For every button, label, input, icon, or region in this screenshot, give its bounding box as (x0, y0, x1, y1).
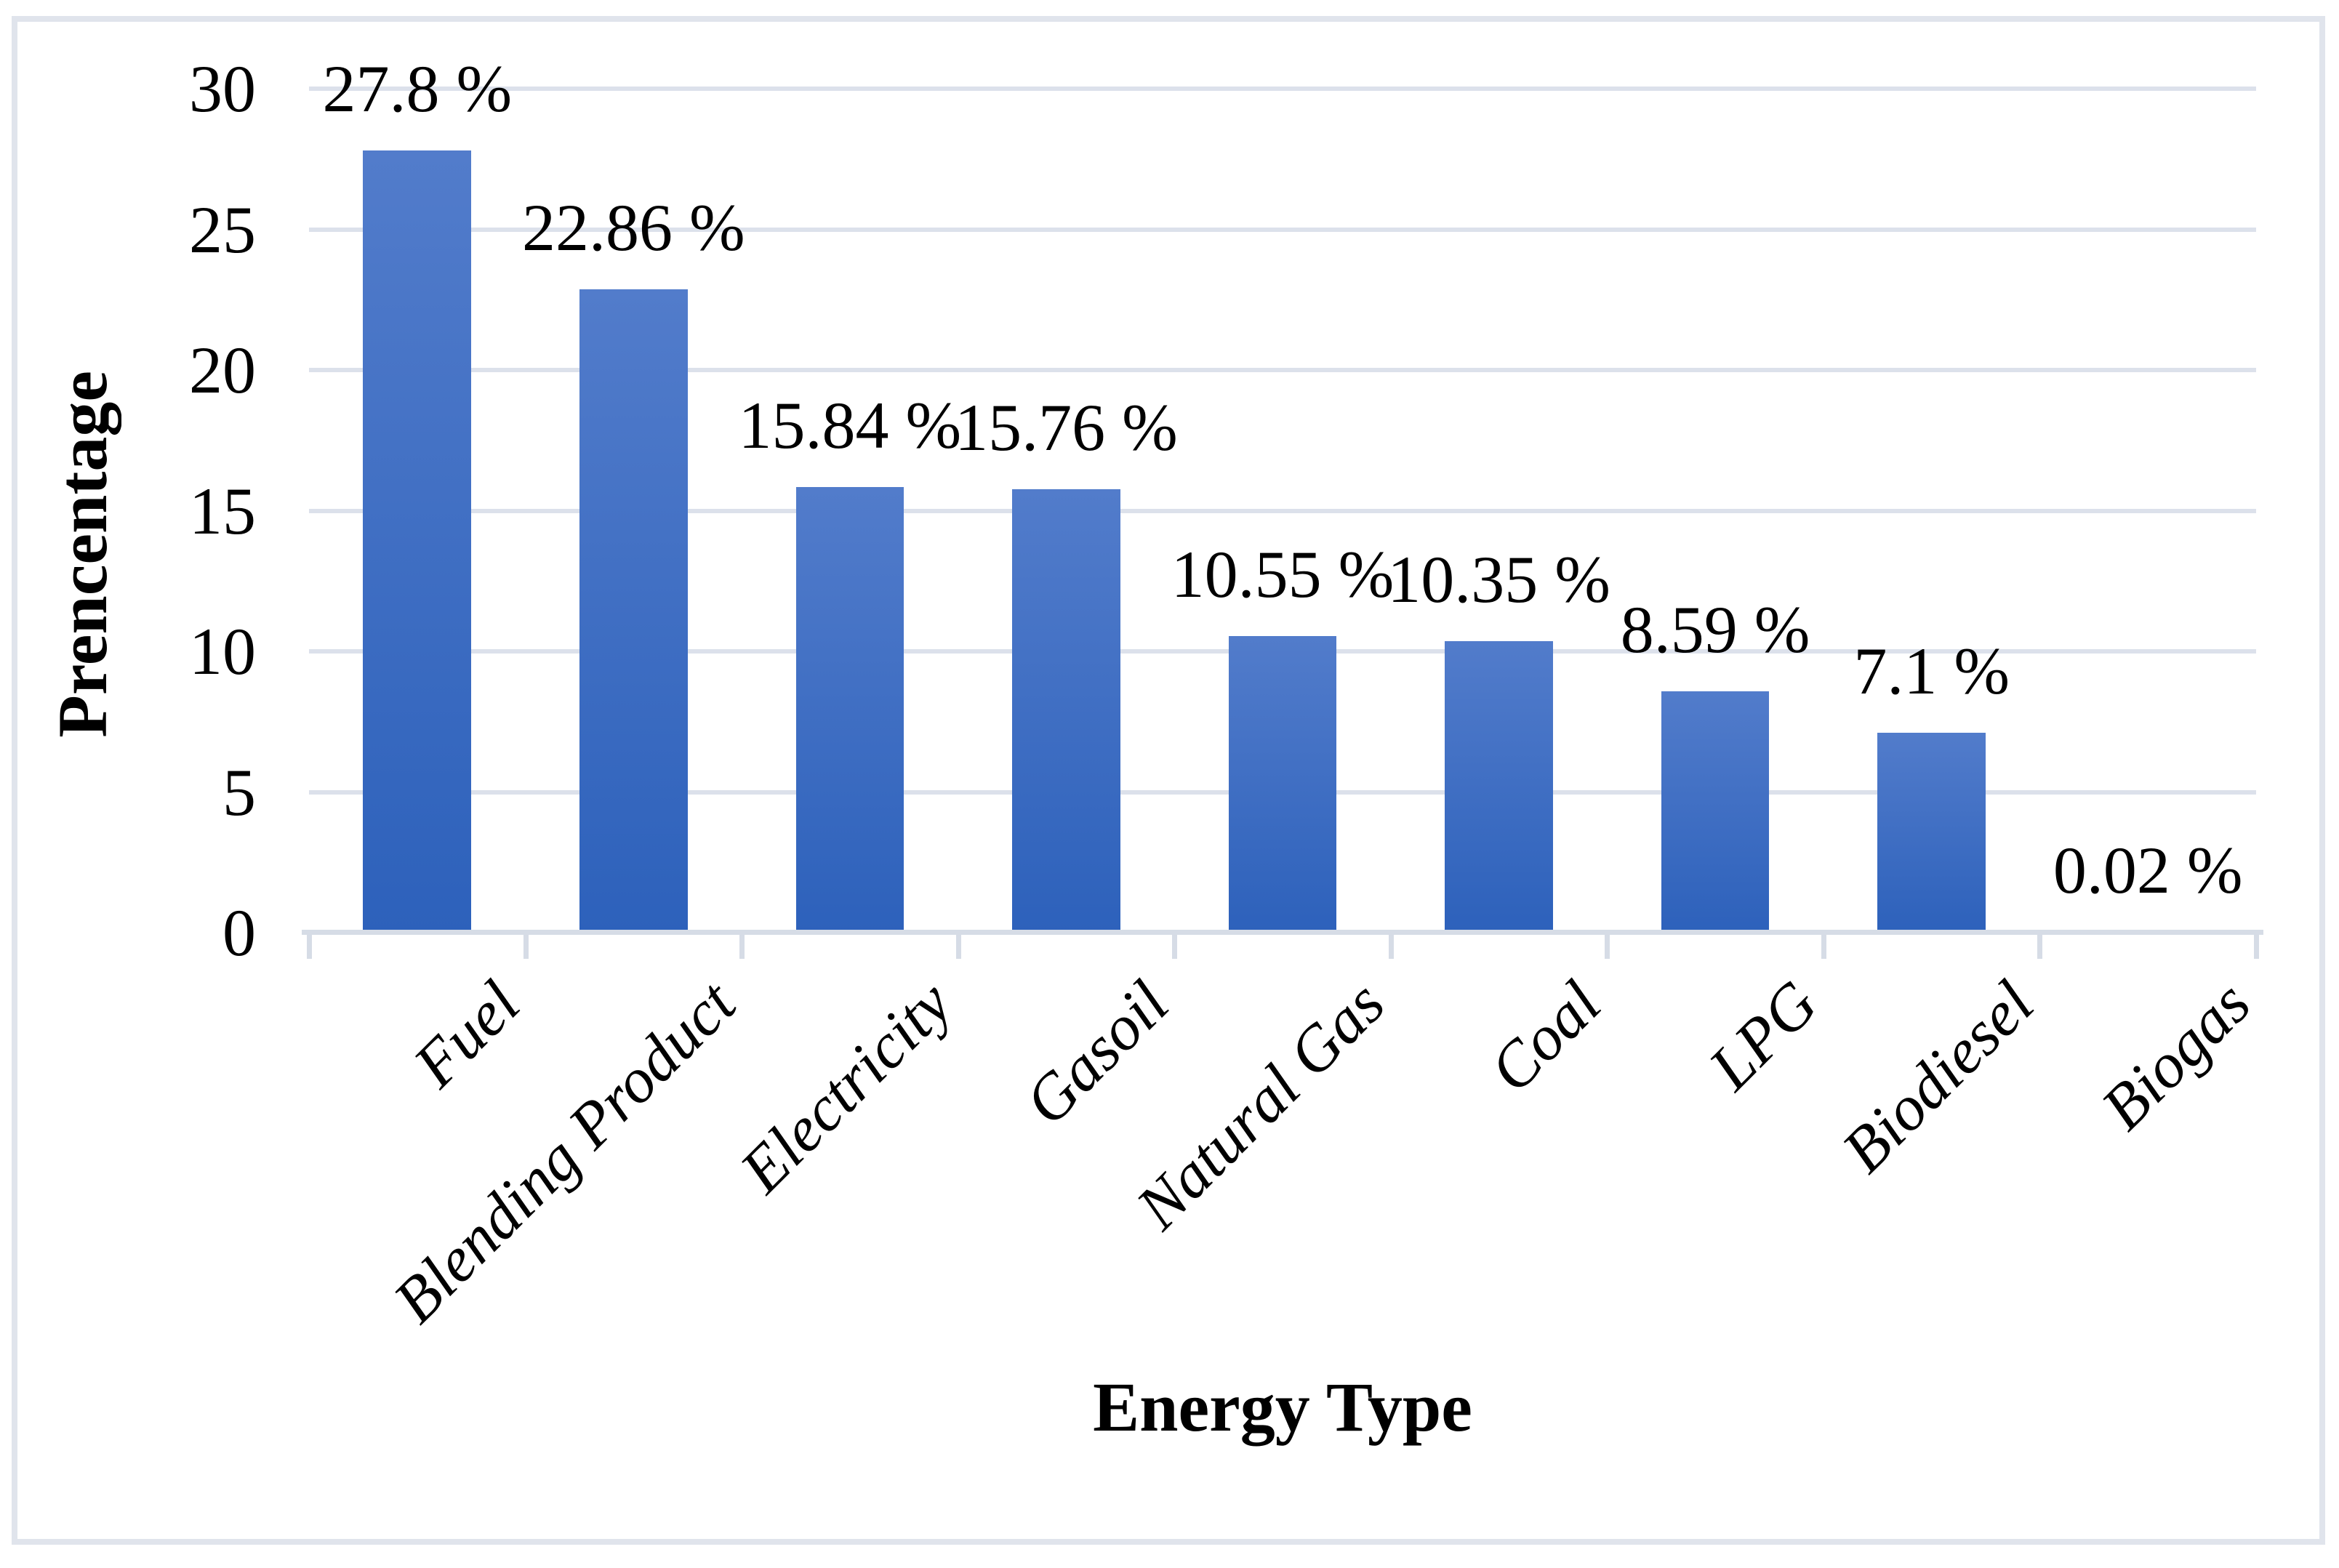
bar-biodiesel (1877, 733, 1986, 933)
bar-data-label: 0.02 % (2053, 833, 2243, 908)
bar-data-label: 22.86 % (522, 190, 745, 265)
x-axis-tick (2254, 933, 2259, 959)
bar-natural-gas (1228, 635, 1337, 933)
bar-data-label: 10.35 % (1387, 542, 1610, 617)
bar-gasoil (1012, 489, 1120, 933)
plot-area: 27.8 % 22.86 % 15.84 % 15.76 % 10.55 % 10.35 … (302, 52, 2263, 959)
bar-data-label: 15.76 % (955, 390, 1178, 465)
bar-data-label: 8.59 % (1620, 592, 1810, 667)
x-axis-tick (307, 933, 312, 959)
y-axis-tick-label-0: 0 (222, 896, 256, 970)
gridline-30 (309, 87, 2256, 91)
y-axis-tick-label-15: 15 (189, 473, 256, 548)
gridline-20 (309, 368, 2256, 372)
x-axis-tick (523, 933, 529, 959)
x-axis-line (302, 930, 2263, 935)
bar-electricity (795, 487, 904, 933)
x-axis-tick (2037, 933, 2043, 959)
chart-frame (12, 16, 2325, 1545)
x-axis-tick (1172, 933, 1178, 959)
x-axis-tick (955, 933, 961, 959)
x-axis-tick (1605, 933, 1610, 959)
bar-coal (1445, 641, 1553, 933)
gridline-25 (309, 227, 2256, 232)
bar-lpg (1661, 691, 1770, 933)
gridline-15 (309, 508, 2256, 513)
y-axis-tick-label-5: 5 (222, 755, 256, 829)
bar-data-label: 10.55 % (1171, 536, 1395, 611)
x-axis-tick (1821, 933, 1826, 959)
bar-data-label: 27.8 % (322, 52, 513, 126)
y-axis-tick-label-10: 10 (189, 614, 256, 688)
bar-data-label: 15.84 % (738, 388, 962, 462)
bar-fuel (363, 150, 472, 933)
y-axis-tick-label-30: 30 (189, 52, 256, 126)
x-axis-tick (1388, 933, 1394, 959)
x-axis-title: Energy Type (1093, 1368, 1472, 1446)
y-axis-tick-label-20: 20 (189, 333, 256, 407)
bar-blending-product (579, 289, 688, 933)
y-axis-tick-label-25: 25 (189, 192, 256, 267)
bar-data-label: 7.1 % (1853, 634, 2010, 709)
x-axis-tick (739, 933, 745, 959)
